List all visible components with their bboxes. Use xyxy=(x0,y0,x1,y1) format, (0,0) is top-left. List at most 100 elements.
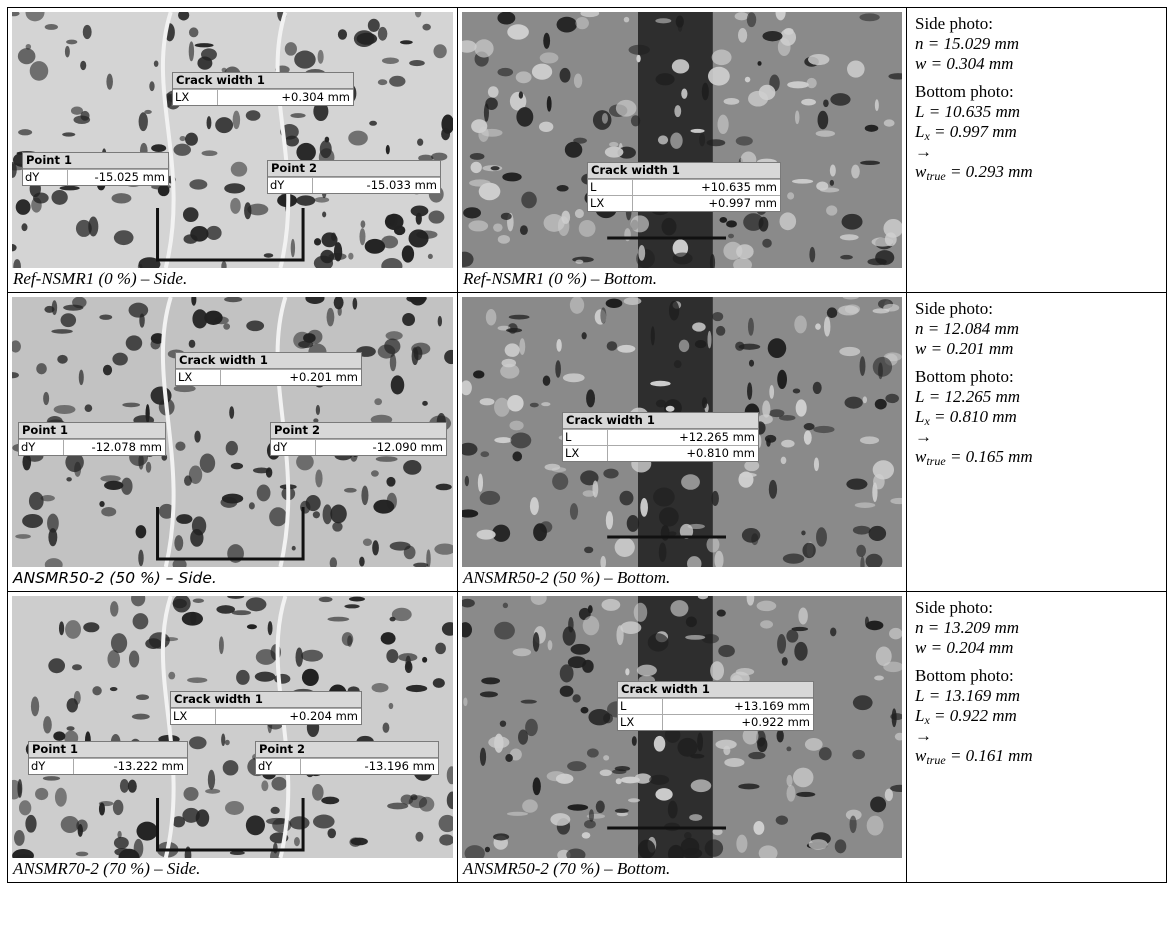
aggregate-spot xyxy=(225,801,244,815)
aggregate-spot xyxy=(315,470,322,488)
aggregate-spot xyxy=(101,507,116,517)
aggregate-spot xyxy=(685,635,705,640)
aggregate-spot xyxy=(189,340,196,348)
aggregate-spot xyxy=(327,828,336,838)
aggregate-spot xyxy=(530,403,539,408)
aggregate-spot xyxy=(54,405,76,414)
aggregate-spot xyxy=(835,839,847,853)
aggregate-spot xyxy=(229,406,234,419)
aggregate-spot xyxy=(860,161,880,165)
aggregate-spot xyxy=(67,726,75,731)
aggregate-spot xyxy=(719,217,727,223)
formula-symbol: w xyxy=(915,339,926,358)
aggregate-spot xyxy=(296,195,315,205)
aggregate-spot xyxy=(493,833,509,840)
aggregate-spot xyxy=(850,816,857,834)
aggregate-spot xyxy=(786,785,795,802)
aggregate-spot xyxy=(51,190,67,205)
aggregate-spot xyxy=(673,252,693,264)
aggregate-spot xyxy=(390,214,398,227)
photo-caption: Ref-NSMR1 (0 %) – Bottom. xyxy=(462,268,902,292)
aggregate-spot xyxy=(724,758,744,767)
aggregate-spot xyxy=(477,530,496,540)
aggregate-spot xyxy=(845,397,863,409)
aggregate-spot xyxy=(221,497,238,508)
box-value: +10.635 mm xyxy=(633,180,780,195)
aggregate-spot xyxy=(371,470,379,476)
aggregate-spot xyxy=(479,183,501,201)
box-value: +0.304 mm xyxy=(218,90,353,105)
aggregate-spot xyxy=(540,52,559,63)
aggregate-spot xyxy=(615,537,635,557)
aggregate-spot xyxy=(438,316,442,327)
aggregate-spot xyxy=(581,707,589,714)
box-row: dY-15.025 mm xyxy=(23,169,168,185)
aggregate-spot xyxy=(784,28,794,35)
aggregate-spot xyxy=(840,255,853,260)
aggregate-spot xyxy=(215,117,233,133)
aggregate-spot xyxy=(386,477,395,487)
aggregate-spot xyxy=(796,399,807,416)
formula: n = 12.084 mm xyxy=(915,319,1158,339)
aggregate-spot xyxy=(615,809,629,813)
aggregate-spot xyxy=(18,48,36,64)
formula-symbol: n xyxy=(915,618,924,637)
aggregate-spot xyxy=(113,800,124,815)
aggregate-spot xyxy=(543,375,551,385)
aggregate-spot xyxy=(802,543,815,558)
aggregate-spot xyxy=(368,19,380,32)
box-row: LX+0.201 mm xyxy=(176,369,361,385)
aggregate-spot xyxy=(762,31,782,41)
aggregate-spot xyxy=(809,839,828,850)
photo-texture xyxy=(12,12,453,268)
aggregate-spot xyxy=(433,44,446,58)
aggregate-spot xyxy=(402,313,415,326)
formula-symbol: w xyxy=(915,746,926,765)
box-row: dY-13.222 mm xyxy=(29,758,187,774)
aggregate-spot xyxy=(606,511,613,529)
aggregate-spot xyxy=(658,135,668,144)
aggregate-spot xyxy=(488,736,509,748)
aggregate-spot xyxy=(552,473,568,490)
aggregate-spot xyxy=(873,357,892,377)
aggregate-spot xyxy=(57,355,68,364)
aggregate-spot xyxy=(568,656,586,668)
aggregate-spot xyxy=(724,98,740,105)
aggregate-spot xyxy=(73,116,90,125)
aggregate-spot xyxy=(521,700,537,704)
aggregate-spot xyxy=(223,323,230,329)
aggregate-spot xyxy=(468,220,488,231)
aggregate-spot xyxy=(503,603,508,609)
aggregate-spot xyxy=(357,33,378,45)
aggregate-spot xyxy=(158,185,170,196)
aggregate-spot xyxy=(224,183,245,193)
aggregate-spot xyxy=(830,93,850,106)
aggregate-spot xyxy=(712,49,732,65)
aggregate-spot xyxy=(61,816,79,833)
aggregate-spot xyxy=(668,531,676,536)
bottom-photo-cell: Crack width 1L+12.265 mmLX+0.810 mmANSMR… xyxy=(458,293,907,592)
aggregate-spot xyxy=(480,491,500,505)
aggregate-spot xyxy=(133,613,149,629)
aggregate-spot xyxy=(136,525,147,538)
aggregate-spot xyxy=(290,816,310,829)
aggregate-spot xyxy=(738,472,753,488)
aggregate-spot xyxy=(256,649,276,665)
aggregate-spot xyxy=(637,665,657,677)
bottom-photo-cell: Crack width 1L+10.635 mmLX+0.997 mmRef-N… xyxy=(458,8,907,293)
aggregate-spot xyxy=(19,800,31,815)
formula-value: = 0.293 mm xyxy=(950,162,1033,181)
aggregate-spot xyxy=(480,691,498,697)
aggregate-spot xyxy=(513,648,531,656)
aggregate-spot xyxy=(189,179,207,189)
aggregate-spot xyxy=(718,115,729,134)
aggregate-spot xyxy=(374,398,382,405)
aggregate-spot xyxy=(406,685,427,692)
aggregate-spot xyxy=(798,608,807,625)
aggregate-spot xyxy=(196,809,210,826)
box-label: dY xyxy=(23,170,68,185)
aggregate-spot xyxy=(852,750,865,759)
aggregate-spot xyxy=(61,313,77,327)
formula: n = 15.029 mm xyxy=(915,34,1158,54)
